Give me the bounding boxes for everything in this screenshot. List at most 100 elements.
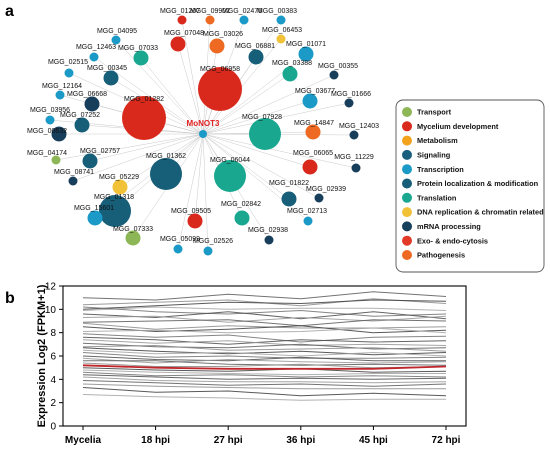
network-edge [202,73,291,135]
series-line-25 [82,371,447,378]
legend-label-4: Transcription [417,165,464,174]
series-line-2 [82,299,447,310]
network-edge [194,133,204,222]
network-node [64,68,74,78]
network-edge [202,133,309,222]
series-line-27 [82,376,447,384]
network-node [305,124,321,140]
network-node [51,155,61,165]
network-edge [93,56,204,135]
y-tick-label: 0 [50,422,56,433]
node-label: MGG_03388 [272,60,312,67]
network-node [203,246,213,256]
network-node [99,195,131,227]
node-label: MGG_07333 [113,226,153,233]
network-edge [181,19,204,135]
node-label: MGG_02526 [193,238,233,245]
x-tick-label: 36 hpi [286,435,315,446]
series-line-28 [82,380,447,387]
panel-b-letter: b [5,290,15,307]
network-node [170,36,186,52]
node-label: MGG_07252 [60,112,100,119]
network-node [173,244,183,254]
legend-swatch-3 [402,149,412,160]
network-node [234,210,250,226]
network-edge [89,133,204,162]
series-line-20 [82,357,447,364]
network-node [45,115,55,125]
network-node [298,46,314,62]
highlight-line-monot3 [82,364,447,370]
node-label: MGG_04174 [27,150,67,157]
node-label: MGG_07033 [118,45,158,52]
network-node [103,70,119,86]
network-node [198,67,242,111]
network-node [205,15,215,25]
node-label: MGG_03677 [295,88,335,95]
node-label: MGG_05099 [160,236,200,243]
node-label: MGG_01666 [331,91,371,98]
series-line-3 [82,306,447,311]
network-edge [202,133,209,252]
hub-node [199,130,207,138]
node-label: MGG_00345 [87,65,127,72]
network-node [282,66,298,82]
series-lines [82,291,447,401]
series-line-4 [82,306,447,317]
network-node [111,35,121,45]
network-node [187,213,203,229]
network-node [84,96,100,112]
node-label: MGG_02515 [48,59,88,66]
network-node [302,159,318,175]
node-label: MGG_05229 [99,174,139,181]
legend-label-6: Translation [417,193,457,202]
network-node [248,49,264,65]
network-edge [177,43,204,135]
series-line-10 [82,327,447,334]
y-tick-label: 4 [50,375,56,386]
legend-box [395,99,545,273]
legend-label-5: Protein localization & modification [417,179,539,188]
expression-line-chart: 0 2 4 6 8 10 12 Mycelia 18 hpi 27 hpi 36 hpi 45 hp… [36,282,467,446]
node-label: MGG_11229 [334,154,374,161]
network-node [239,15,249,25]
node-label: MGG_00383 [257,8,297,15]
series-line-7 [82,319,447,327]
network-node [314,193,324,203]
node-label: MGG_02713 [287,208,327,215]
network-node [344,98,354,108]
network-node [264,235,274,245]
y-tick-label: 10 [45,305,57,316]
network-node [89,52,99,62]
network-edge [202,133,311,168]
node-label: MGG_01071 [286,41,326,48]
network-edge [115,39,204,135]
legend-label-1: Mycelium development [417,122,499,131]
node-label: MGG_02939 [306,186,346,193]
legend-swatch-0 [402,107,412,117]
legend-label-3: Signaling [417,151,451,160]
node-label: MGG_06881 [235,43,275,50]
series-line-13 [82,339,447,347]
node-label: MGG_01282 [124,96,164,103]
network-node [150,158,182,190]
network-node [74,117,90,133]
series-line-11 [82,333,447,343]
y-tick-label: 8 [50,328,56,339]
network-edge [202,74,335,135]
y-tick-label: 12 [45,282,57,293]
x-tick-label: 72 hpi [432,435,461,446]
network-edge [202,133,320,199]
node-label: MGG_07048 [164,30,204,37]
network-node [329,70,339,80]
legend-swatch-4 [402,164,412,175]
y-axis-label: Expression Log2 (FPKM+1) [36,284,48,427]
network-node [112,179,128,195]
legend-swatch-9 [402,235,412,246]
node-label: MGG_12463 [76,44,116,51]
network-node [122,96,166,140]
series-line-0 [82,291,447,301]
node-label: MGG_08741 [54,169,94,176]
